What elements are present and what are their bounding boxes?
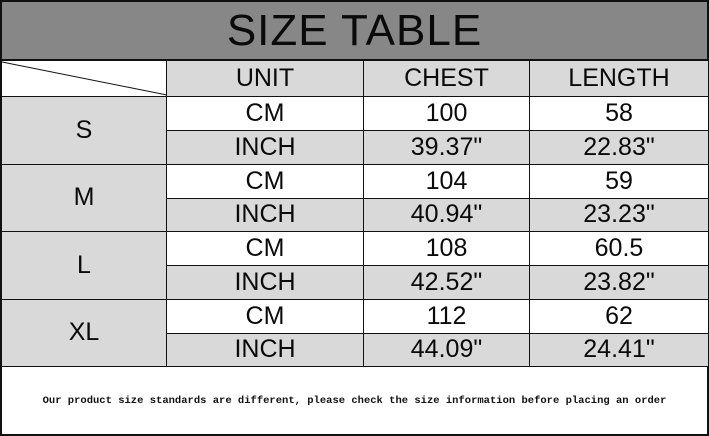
cm-length: 60.5: [530, 232, 709, 266]
cm-length: 58: [530, 97, 709, 131]
size-label: S: [2, 97, 167, 165]
header-chest: CHEST: [364, 61, 530, 97]
size-label: XL: [2, 299, 167, 367]
size-label: M: [2, 164, 167, 232]
cm-chest: 104: [364, 164, 530, 199]
inch-length: 22.83": [530, 131, 709, 165]
cm-length: 59: [530, 164, 709, 199]
cm-unit: CM: [167, 164, 364, 199]
size-label: L: [2, 232, 167, 300]
inch-length: 23.82": [530, 266, 709, 300]
inch-length: 23.23": [530, 198, 709, 232]
header-unit: UNIT: [167, 61, 364, 97]
cm-unit: CM: [167, 299, 364, 334]
diagonal-line: [2, 61, 167, 96]
inch-unit: INCH: [167, 131, 364, 165]
corner-cell: [2, 61, 167, 97]
cm-unit: CM: [167, 97, 364, 131]
inch-chest: 39.37": [364, 131, 530, 165]
cm-unit: CM: [167, 232, 364, 266]
cm-chest: 100: [364, 97, 530, 131]
inch-length: 24.41": [530, 333, 709, 367]
header-length: LENGTH: [530, 61, 709, 97]
cm-chest: 112: [364, 299, 530, 334]
inch-unit: INCH: [167, 198, 364, 232]
inch-unit: INCH: [167, 266, 364, 300]
inch-unit: INCH: [167, 333, 364, 367]
table-title: SIZE TABLE: [2, 2, 707, 61]
cm-chest: 108: [364, 232, 530, 266]
footer-note: Our product size standards are different…: [42, 394, 667, 407]
cm-length: 62: [530, 299, 709, 334]
inch-chest: 42.52": [364, 266, 530, 300]
inch-chest: 44.09": [364, 333, 530, 367]
inch-chest: 40.94": [364, 198, 530, 232]
